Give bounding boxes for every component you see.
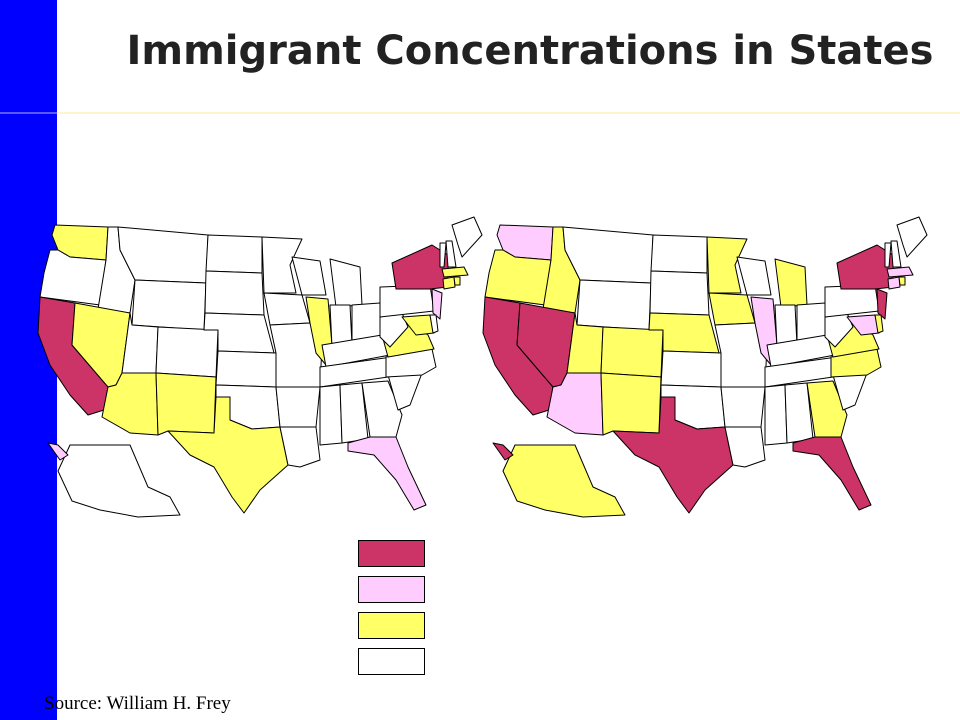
- state-nj: [876, 288, 888, 320]
- legend: [358, 540, 428, 684]
- state-ak: [502, 444, 626, 518]
- state-sd: [649, 270, 710, 316]
- state-me: [451, 216, 483, 258]
- state-nd: [650, 234, 708, 274]
- state-ia: [263, 292, 311, 326]
- state-de: [874, 314, 884, 334]
- state-de: [429, 314, 439, 334]
- legend-swatch-low: [358, 612, 425, 639]
- legend-swatch-medium: [358, 576, 425, 603]
- state-nm: [600, 372, 662, 436]
- state-ga: [806, 380, 848, 438]
- state-pa: [379, 284, 435, 318]
- state-pa: [824, 284, 880, 318]
- state-nd: [205, 234, 263, 274]
- state-vt: [439, 242, 447, 268]
- us-map-left: [30, 205, 500, 550]
- state-co: [155, 326, 219, 378]
- state-ct: [887, 276, 901, 290]
- us-map-right: [475, 205, 945, 550]
- page-title: Immigrant Concentrations in States: [126, 28, 934, 74]
- state-la: [724, 426, 766, 468]
- state-ct: [442, 276, 456, 290]
- state-ak: [57, 444, 181, 518]
- state-ks: [215, 350, 277, 388]
- state-ar: [720, 386, 766, 428]
- state-wi: [736, 256, 772, 296]
- state-mi: [774, 258, 808, 308]
- state-mn: [261, 236, 303, 294]
- state-ma: [886, 266, 914, 278]
- state-mn: [706, 236, 748, 294]
- state-nm: [155, 372, 217, 436]
- state-ms: [764, 384, 788, 446]
- state-fl: [347, 436, 427, 511]
- state-ri: [453, 276, 461, 286]
- state-wi: [291, 256, 327, 296]
- legend-swatch-none: [358, 648, 425, 675]
- state-ri: [898, 276, 906, 286]
- state-vt: [884, 242, 892, 268]
- state-wy: [131, 279, 207, 331]
- state-ga: [361, 380, 403, 438]
- state-ma: [441, 266, 469, 278]
- state-ks: [660, 350, 722, 388]
- bar-notch: [0, 112, 57, 114]
- us-map-left-svg: [37, 216, 483, 518]
- state-tx: [612, 396, 734, 514]
- state-ia: [708, 292, 756, 326]
- state-nh: [890, 240, 902, 268]
- us-map-right-svg: [482, 216, 928, 518]
- state-hi: [492, 442, 514, 461]
- title-divider: [57, 112, 960, 114]
- state-ms: [319, 384, 343, 446]
- state-co: [600, 326, 664, 378]
- state-nh: [445, 240, 457, 268]
- state-mi: [329, 258, 363, 308]
- legend-swatch-high: [358, 540, 425, 567]
- left-accent-bar: [0, 0, 57, 720]
- source-caption: Source: William H. Frey: [44, 693, 231, 714]
- state-me: [896, 216, 928, 258]
- state-ar: [275, 386, 321, 428]
- state-wy: [576, 279, 652, 331]
- state-hi: [47, 442, 69, 461]
- state-sd: [204, 270, 265, 316]
- state-tx: [167, 396, 289, 514]
- state-la: [279, 426, 321, 468]
- state-fl: [792, 436, 872, 511]
- state-nj: [431, 288, 443, 320]
